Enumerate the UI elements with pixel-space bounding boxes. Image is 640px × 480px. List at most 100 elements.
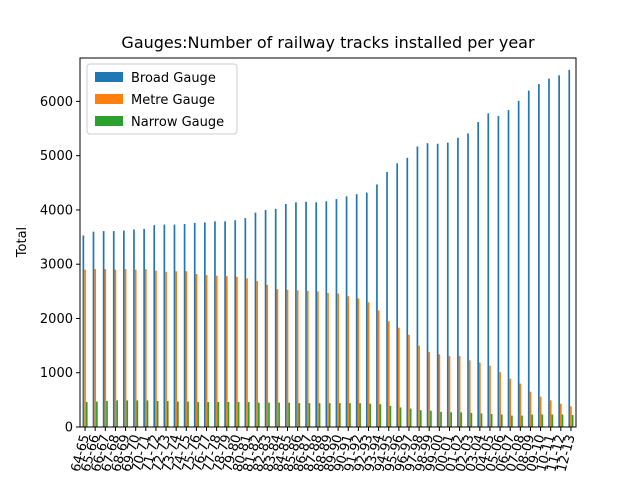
bar <box>468 360 471 427</box>
bar <box>175 271 178 427</box>
legend: Broad Gauge Metre Gauge Narrow Gauge <box>86 63 238 135</box>
y-axis-label: Total <box>15 227 30 258</box>
bar <box>517 100 520 428</box>
bar <box>325 201 328 427</box>
bar <box>214 221 216 427</box>
bar <box>507 110 510 427</box>
bar <box>387 321 390 427</box>
bar <box>419 410 422 427</box>
legend-label: Narrow Gauge <box>131 115 224 130</box>
bar <box>369 403 372 427</box>
bar <box>306 290 309 427</box>
bar <box>478 362 481 427</box>
bar <box>470 412 473 427</box>
bar <box>440 411 442 427</box>
bar <box>123 230 125 427</box>
bar <box>519 383 522 427</box>
bar <box>286 289 289 427</box>
bar <box>193 222 196 427</box>
bar <box>224 221 226 427</box>
bar <box>195 273 198 427</box>
bar <box>144 269 147 427</box>
bar <box>225 276 228 427</box>
bar <box>549 400 552 427</box>
bar <box>183 224 186 427</box>
bar <box>499 372 501 427</box>
bar <box>460 412 463 427</box>
bar <box>338 403 341 427</box>
bar <box>155 270 157 427</box>
y-tick-label: 6000 <box>40 95 73 110</box>
bar <box>377 310 380 427</box>
y-tick-label: 0 <box>65 421 73 436</box>
bar <box>247 402 250 427</box>
bar <box>295 202 297 427</box>
bar <box>389 405 392 427</box>
y-tick-label: 3000 <box>40 258 73 273</box>
bar <box>296 290 299 427</box>
y-tick-label: 4000 <box>40 203 73 218</box>
bar <box>116 400 118 427</box>
bar <box>106 400 108 427</box>
bar <box>288 402 291 427</box>
bar <box>236 276 238 427</box>
bar <box>187 401 189 427</box>
bar <box>96 401 98 427</box>
plot-frame <box>79 57 577 428</box>
bar <box>173 224 176 427</box>
bar <box>234 220 237 427</box>
bar <box>308 403 311 427</box>
bar <box>274 208 277 427</box>
bar <box>538 84 540 428</box>
bar <box>367 302 370 427</box>
bar <box>153 225 156 427</box>
bar <box>457 137 459 427</box>
bar <box>570 406 572 427</box>
bar <box>438 354 441 427</box>
bar <box>541 414 544 427</box>
bar <box>136 400 139 427</box>
bar <box>548 78 550 428</box>
bar <box>386 171 388 427</box>
bar <box>85 402 88 427</box>
bar <box>134 269 137 427</box>
bar <box>379 404 382 427</box>
bar <box>112 231 115 427</box>
bar <box>146 400 149 427</box>
bar <box>568 69 571 427</box>
bar <box>497 116 500 427</box>
bar <box>257 402 260 427</box>
bar <box>490 413 493 427</box>
bar <box>84 269 86 427</box>
bar <box>104 269 107 427</box>
legend-label: Broad Gauge <box>131 71 216 86</box>
bar <box>436 143 439 428</box>
bar <box>571 415 574 427</box>
bar <box>94 269 97 427</box>
bar <box>82 235 85 427</box>
series-metre-gauge <box>84 269 572 427</box>
bar <box>347 296 350 427</box>
bar <box>448 355 451 427</box>
bar <box>529 391 532 427</box>
bar <box>315 202 318 427</box>
bar <box>527 90 530 427</box>
series-narrow-gauge <box>85 400 574 427</box>
bar <box>254 212 257 427</box>
bar <box>205 275 208 427</box>
bar <box>215 275 218 427</box>
bars-layer <box>82 69 574 428</box>
bar <box>264 209 267 427</box>
y-axis: 0 1000 2000 3000 4000 5000 6000 <box>40 95 80 436</box>
bar <box>408 334 410 427</box>
bar <box>355 194 358 427</box>
x-axis: 64-6565-6666-6767-6868-6969-7070-7171-72… <box>69 427 579 474</box>
bar <box>406 157 409 427</box>
bar <box>328 403 331 427</box>
bar <box>345 196 348 428</box>
bar <box>349 403 351 427</box>
series-broad-gauge <box>82 69 571 428</box>
bar <box>124 269 127 427</box>
